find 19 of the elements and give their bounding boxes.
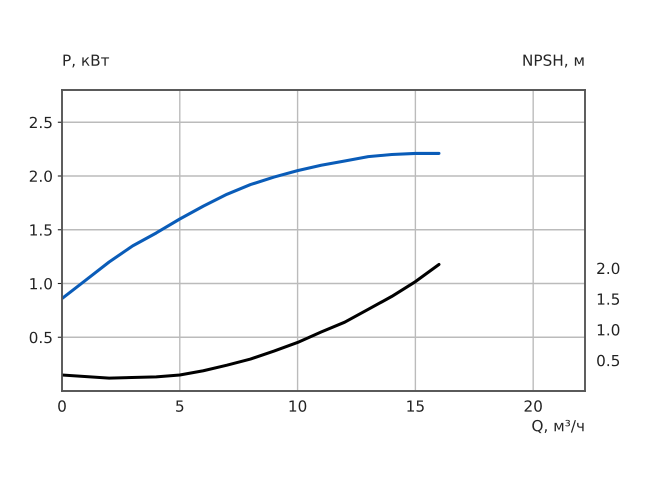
y2-axis-title: NPSH, м <box>523 54 584 68</box>
y-tick-label: 0.5 <box>30 332 52 344</box>
y2-tick-label: 2.0 <box>597 262 620 274</box>
y2-tick-label: 1.5 <box>598 294 620 305</box>
y-tick-label: 1.5 <box>30 224 52 236</box>
line-series <box>62 262 440 380</box>
x-tick-label: 0 <box>58 400 66 412</box>
x-tick-label: 15 <box>407 400 424 412</box>
y-tick-label: 1.0 <box>30 278 52 290</box>
y2-tick-label: 0.5 <box>597 354 620 366</box>
line-series <box>62 152 440 300</box>
y2-tick-label: 1.0 <box>598 324 620 336</box>
x-tick-label: 10 <box>290 400 306 412</box>
y-axis-title: P, кВт <box>64 54 110 68</box>
x-axis-title: Q, м³/ч <box>532 420 584 434</box>
x-tick-label: 20 <box>524 400 542 412</box>
x-tick-label: 5 <box>176 400 184 412</box>
y-tick-label: 2.5 <box>30 116 52 128</box>
y-tick-label: 2.0 <box>30 170 52 182</box>
